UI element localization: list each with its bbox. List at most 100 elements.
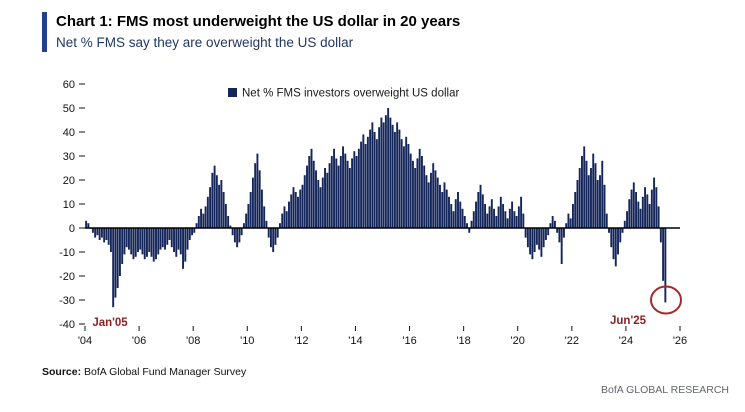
bar bbox=[567, 213, 570, 228]
bar bbox=[236, 228, 239, 248]
bar bbox=[233, 228, 236, 243]
bar bbox=[116, 228, 119, 288]
bar bbox=[551, 216, 554, 228]
bar bbox=[310, 148, 313, 228]
bar bbox=[560, 228, 563, 264]
bar bbox=[148, 228, 151, 252]
bar bbox=[599, 175, 601, 228]
bar bbox=[150, 228, 153, 257]
bar bbox=[355, 156, 358, 228]
bar bbox=[351, 158, 354, 228]
chart-subtitle: Net % FMS say they are overweight the US… bbox=[56, 34, 354, 50]
bar bbox=[448, 196, 450, 228]
bar bbox=[200, 208, 203, 228]
bar bbox=[132, 228, 135, 260]
bar bbox=[430, 172, 432, 228]
bar bbox=[98, 228, 101, 240]
bar bbox=[251, 177, 254, 228]
bar bbox=[540, 228, 543, 257]
bar bbox=[204, 206, 207, 228]
bar bbox=[240, 228, 243, 236]
bar bbox=[312, 160, 315, 228]
bar bbox=[481, 194, 484, 228]
bar bbox=[366, 136, 369, 228]
x-tick-label: '20 bbox=[511, 335, 525, 347]
x-tick-label: '18 bbox=[456, 335, 470, 347]
bar bbox=[197, 216, 200, 228]
bar bbox=[423, 165, 426, 228]
bar bbox=[202, 213, 205, 228]
bar bbox=[315, 170, 317, 228]
bar bbox=[94, 228, 97, 238]
bar bbox=[170, 228, 173, 248]
title-block: Chart 1: FMS most underweight the US dol… bbox=[56, 12, 460, 51]
x-tick-label: '26 bbox=[673, 335, 687, 347]
bar bbox=[655, 187, 658, 228]
bar bbox=[628, 199, 631, 228]
bar bbox=[297, 196, 299, 228]
bar bbox=[337, 165, 340, 228]
bar bbox=[626, 211, 628, 228]
bar bbox=[335, 158, 338, 228]
bar bbox=[605, 213, 608, 228]
x-tick-label: '24 bbox=[619, 335, 633, 347]
bar bbox=[632, 182, 635, 228]
bar-series bbox=[85, 108, 667, 308]
bar bbox=[342, 146, 345, 228]
bar bbox=[157, 228, 160, 255]
bar bbox=[231, 228, 234, 236]
bar bbox=[590, 168, 592, 228]
bar bbox=[375, 139, 378, 228]
bar bbox=[569, 218, 572, 228]
bar bbox=[463, 216, 466, 228]
bar bbox=[635, 192, 638, 228]
y-tick-label: 20 bbox=[63, 175, 75, 187]
bar bbox=[414, 168, 417, 228]
bar bbox=[211, 172, 214, 228]
bar bbox=[614, 228, 617, 267]
bar bbox=[118, 228, 121, 276]
bar bbox=[511, 201, 514, 228]
bar bbox=[454, 199, 457, 228]
bar bbox=[326, 172, 329, 228]
bar bbox=[576, 180, 579, 228]
x-tick-label: '16 bbox=[402, 335, 416, 347]
bar bbox=[664, 228, 667, 303]
bar bbox=[508, 208, 511, 228]
bar bbox=[168, 228, 171, 240]
bar-chart: Net % FMS investors overweight US dollar… bbox=[59, 79, 687, 347]
bar bbox=[612, 228, 615, 260]
bar bbox=[418, 148, 421, 228]
bar bbox=[630, 189, 633, 228]
x-tick-label: '06 bbox=[132, 335, 146, 347]
bar bbox=[623, 220, 626, 228]
bar bbox=[619, 228, 622, 243]
bar bbox=[173, 228, 175, 252]
bar bbox=[357, 148, 360, 228]
bar bbox=[103, 228, 106, 243]
bar bbox=[139, 228, 142, 250]
bar bbox=[621, 228, 624, 233]
bar bbox=[278, 223, 281, 228]
bar bbox=[547, 228, 550, 236]
bar bbox=[164, 228, 166, 250]
bar bbox=[544, 228, 547, 240]
y-tick-label: 30 bbox=[63, 151, 75, 163]
bar bbox=[499, 196, 502, 228]
bar bbox=[209, 187, 212, 228]
bar bbox=[574, 192, 577, 228]
annotation-jan05: Jan'05 bbox=[92, 317, 128, 329]
bar bbox=[195, 223, 198, 228]
bar bbox=[143, 228, 146, 260]
bar bbox=[610, 228, 613, 248]
bar bbox=[398, 129, 401, 228]
x-tick-label: '22 bbox=[565, 335, 579, 347]
bar bbox=[484, 204, 487, 228]
bar bbox=[333, 148, 336, 228]
bar bbox=[109, 228, 112, 252]
bar bbox=[646, 194, 649, 228]
bar bbox=[502, 204, 505, 228]
bar bbox=[238, 228, 241, 243]
bar bbox=[389, 117, 392, 228]
